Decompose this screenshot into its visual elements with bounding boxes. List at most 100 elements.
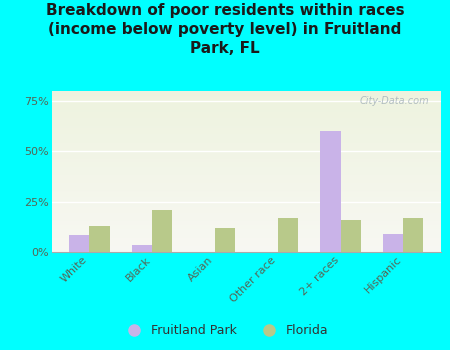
Bar	[52, 99, 441, 101]
Bar	[52, 189, 441, 191]
Bar	[320, 131, 341, 252]
Bar	[52, 130, 441, 131]
Bar	[52, 197, 441, 199]
Bar	[52, 168, 441, 170]
Bar	[52, 107, 441, 109]
Bar	[52, 163, 441, 165]
Bar	[52, 128, 441, 130]
Bar	[52, 144, 441, 146]
Bar	[52, 247, 441, 249]
Bar	[52, 147, 441, 149]
Bar	[52, 167, 441, 168]
Bar	[52, 205, 441, 207]
Bar	[52, 193, 441, 194]
Bar	[52, 152, 441, 154]
Bar	[52, 217, 441, 218]
Bar	[52, 183, 441, 184]
Bar	[52, 173, 441, 175]
Bar	[341, 220, 360, 252]
Bar	[52, 199, 441, 201]
Bar	[52, 138, 441, 139]
Bar	[52, 201, 441, 202]
Legend: Fruitland Park, Florida: Fruitland Park, Florida	[117, 319, 333, 342]
Bar	[52, 115, 441, 117]
Bar	[52, 220, 441, 222]
Bar	[132, 245, 152, 252]
Bar	[52, 112, 441, 113]
Bar	[52, 133, 441, 134]
Bar	[52, 231, 441, 233]
Bar	[69, 235, 90, 252]
Bar	[383, 234, 403, 252]
Bar	[52, 249, 441, 250]
Bar	[52, 146, 441, 147]
Bar	[52, 194, 441, 196]
Bar	[52, 209, 441, 210]
Bar	[52, 176, 441, 178]
Bar	[52, 105, 441, 107]
Text: City-Data.com: City-Data.com	[360, 96, 429, 106]
Bar	[52, 162, 441, 163]
Bar	[52, 91, 441, 93]
Bar	[52, 230, 441, 231]
Bar	[52, 239, 441, 241]
Bar	[52, 117, 441, 118]
Bar	[52, 149, 441, 150]
Bar	[52, 93, 441, 94]
Bar	[52, 157, 441, 159]
Bar	[52, 244, 441, 246]
Bar	[52, 226, 441, 228]
Bar	[52, 160, 441, 162]
Text: Breakdown of poor residents within races
(income below poverty level) in Fruitla: Breakdown of poor residents within races…	[46, 4, 404, 56]
Bar	[52, 125, 441, 126]
Bar	[52, 150, 441, 152]
Bar	[52, 236, 441, 238]
Bar	[403, 218, 423, 252]
Bar	[52, 246, 441, 247]
Bar	[52, 94, 441, 96]
Bar	[52, 172, 441, 173]
Bar	[152, 210, 172, 252]
Bar	[52, 139, 441, 141]
Bar	[52, 181, 441, 183]
Bar	[52, 141, 441, 142]
Bar	[52, 180, 441, 181]
Bar	[52, 218, 441, 220]
Bar	[52, 165, 441, 167]
Bar	[52, 109, 441, 110]
Bar	[52, 126, 441, 128]
Bar	[52, 191, 441, 192]
Bar	[52, 233, 441, 234]
Bar	[52, 184, 441, 186]
Bar	[52, 207, 441, 209]
Bar	[52, 241, 441, 242]
Bar	[52, 212, 441, 214]
Bar	[52, 222, 441, 223]
Bar	[52, 228, 441, 230]
Bar	[52, 170, 441, 172]
Bar	[52, 204, 441, 205]
Bar	[52, 234, 441, 236]
Bar	[90, 226, 109, 252]
Bar	[52, 131, 441, 133]
Bar	[52, 154, 441, 155]
Bar	[52, 110, 441, 112]
Bar	[52, 175, 441, 176]
Bar	[215, 228, 235, 252]
Bar	[52, 186, 441, 188]
Bar	[52, 96, 441, 97]
Bar	[52, 118, 441, 120]
Bar	[52, 202, 441, 204]
Bar	[52, 121, 441, 123]
Bar	[52, 142, 441, 144]
Bar	[52, 214, 441, 215]
Bar	[52, 196, 441, 197]
Bar	[52, 123, 441, 125]
Bar	[52, 97, 441, 99]
Bar	[52, 250, 441, 252]
Bar	[52, 225, 441, 226]
Bar	[52, 242, 441, 244]
Bar	[52, 102, 441, 104]
Bar	[52, 120, 441, 121]
Bar	[278, 218, 298, 252]
